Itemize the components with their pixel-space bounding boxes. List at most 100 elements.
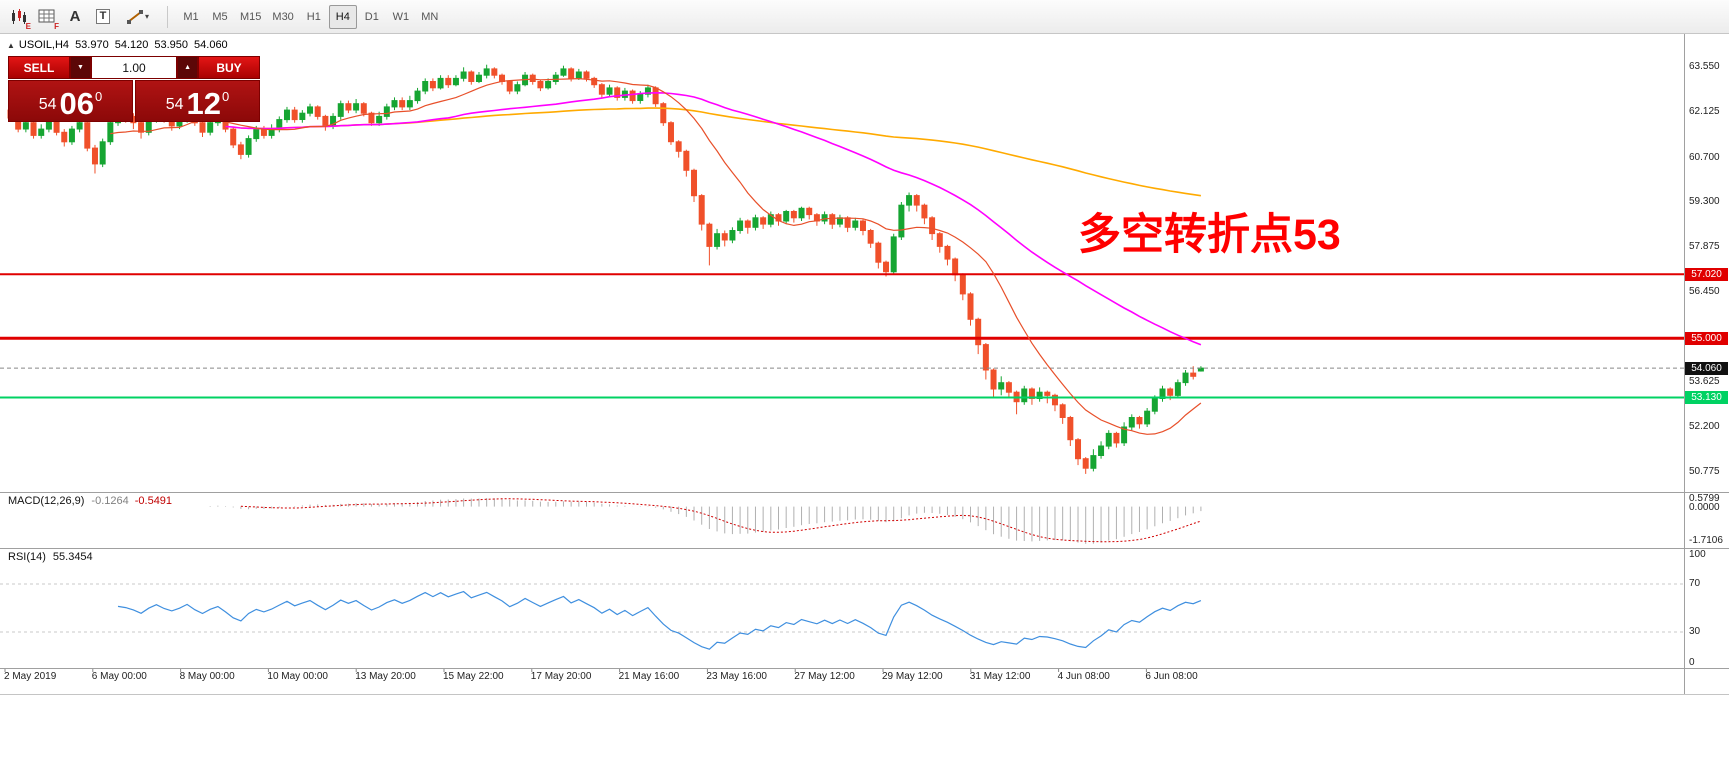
volume-increase-button[interactable]: ▲ [177,56,198,79]
timeline-label: 13 May 20:00 [355,671,416,682]
timeline-label: 29 May 12:00 [882,671,943,682]
toolbar: E F A T ▾ M1 M5 M15 M30 H1 H4 D1 W1 MN [0,0,1729,34]
moving-averages-layer [110,77,1202,435]
macd-main-value: -0.1264 [91,495,129,507]
price-axis-label: 53.625 [1689,375,1720,387]
tab-timeframe-mn[interactable]: MN [416,5,444,29]
chart-objects-icon[interactable]: E [6,4,32,31]
timeframe-group: M1 M5 M15 M30 H1 H4 D1 W1 MN [177,4,444,29]
timeline-label: 23 May 16:00 [706,671,767,682]
pane-divider-main-macd[interactable] [0,492,1729,493]
text-box-icon[interactable]: T [90,4,116,30]
ask-point: 0 [222,89,230,104]
tab-timeframe-d1[interactable]: D1 [358,5,386,29]
timeline-label: 31 May 12:00 [969,671,1031,682]
buy-button[interactable]: BUY [198,56,260,79]
chevron-down-icon: ▾ [144,12,149,21]
text-label-icon[interactable]: A [62,4,88,30]
timeline-label: 8 May 00:00 [179,671,235,682]
rsi-axis-label: 100 [1689,549,1706,560]
symbol-name: USOIL,H4 [18,39,70,51]
rsi-header: RSI(14) 55.3454 [8,551,93,563]
indicators-icon[interactable]: F [34,4,60,31]
open-value: 53.970 [75,39,109,51]
chart-annotation-text: 多空转折点53 [1078,211,1341,259]
bid-point: 0 [95,89,103,104]
close-value: 54.060 [194,39,228,51]
macd-label: MACD(12,26,9) [8,495,85,507]
fast-ma [110,77,1202,435]
ask-pips: 12 [186,86,222,121]
bid-pips: 06 [59,86,95,121]
price-axis-label: 52.200 [1689,421,1720,433]
volume-input[interactable] [90,56,178,79]
quote-tiles-row: 54 06 0 54 12 0 [8,80,260,122]
price-axis-label: 59.300 [1689,195,1720,207]
timeline-label: 6 Jun 08:00 [1145,671,1198,682]
price-level-badge: 53.130 [1685,391,1728,405]
rsi-axis-label: 70 [1689,578,1701,589]
bid-price-tile[interactable]: 54 06 0 [8,80,133,122]
macd-axis-label: 0.0000 [1689,501,1720,513]
tab-timeframe-m1[interactable]: M1 [177,5,205,29]
trendline-glyph [126,9,143,24]
pane-divider-macd-rsi[interactable] [0,548,1729,549]
volume-decrease-button[interactable]: ▼ [70,56,91,79]
ask-price-tile[interactable]: 54 12 0 [135,80,260,122]
price-axis-label: 50.775 [1689,466,1720,478]
sell-button[interactable]: SELL [8,56,70,79]
grid-glyph [38,9,55,22]
rsi-value: 55.3454 [52,551,93,563]
rsi-layer [0,583,1684,672]
bid-whole: 54 [38,96,57,113]
price-axis-separator[interactable] [1684,34,1685,694]
shapes-icon[interactable]: ▾ [118,4,158,30]
slow-ma [240,107,1202,197]
tab-timeframe-m5[interactable]: M5 [206,5,234,29]
toolbar-separator [167,5,168,28]
collapse-triangle-icon[interactable]: ▲ [7,41,15,50]
timeline-label: 27 May 12:00 [794,671,855,682]
rsi-label: RSI(14) [8,551,46,563]
timeline-label: 6 May 00:00 [91,671,147,682]
macd-signal-value: -0.5491 [134,495,173,507]
price-axis-label: 62.125 [1689,106,1720,118]
macd-axis-label: -1.7106 [1689,535,1723,546]
price-level-badge: 57.020 [1685,267,1728,281]
high-value: 54.120 [114,39,149,51]
macd-header: MACD(12,26,9) -0.1264 -0.5491 [8,495,172,507]
tab-timeframe-w1[interactable]: W1 [387,5,415,29]
icon-sub-letter: E [25,21,31,31]
timeline-label: 4 Jun 08:00 [1057,671,1110,682]
timeline-label: 21 May 16:00 [618,671,680,682]
timeline-label: 15 May 22:00 [443,671,504,682]
price-axis-label: 57.875 [1689,241,1720,253]
symbol-header: ▲ USOIL,H4 53.970 54.120 53.950 54.060 [7,39,228,51]
icon-sub-letter: F [54,21,59,31]
timeline-bottom-border [0,694,1729,695]
macd-axis-label: 0.5799 [1689,493,1720,504]
pane-divider-rsi-timeline[interactable] [0,668,1729,669]
low-value: 53.950 [154,39,189,51]
price-axis-label: 63.550 [1689,61,1720,73]
candles-layer [7,64,1204,474]
tab-timeframe-m15[interactable]: M15 [235,5,266,29]
tab-timeframe-h4[interactable]: H4 [328,4,357,29]
rsi-axis-label: 0 [1689,657,1695,668]
ask-whole: 54 [165,96,184,113]
mid-ma [225,91,1202,346]
macd-layer [209,498,1202,544]
price-axis-label: 56.450 [1689,286,1720,298]
tab-timeframe-h1[interactable]: H1 [300,5,328,29]
tab-timeframe-m30[interactable]: M30 [267,5,298,29]
timeline-label: 2 May 2019 [4,671,57,682]
price-level-badge: 55.000 [1685,331,1728,345]
timeline-label: 17 May 20:00 [530,671,592,682]
current-price-badge: 54.060 [1685,361,1728,375]
price-axis-label: 60.700 [1689,151,1720,163]
timeline-label: 10 May 00:00 [267,671,328,682]
hlines-layer [0,273,1684,399]
